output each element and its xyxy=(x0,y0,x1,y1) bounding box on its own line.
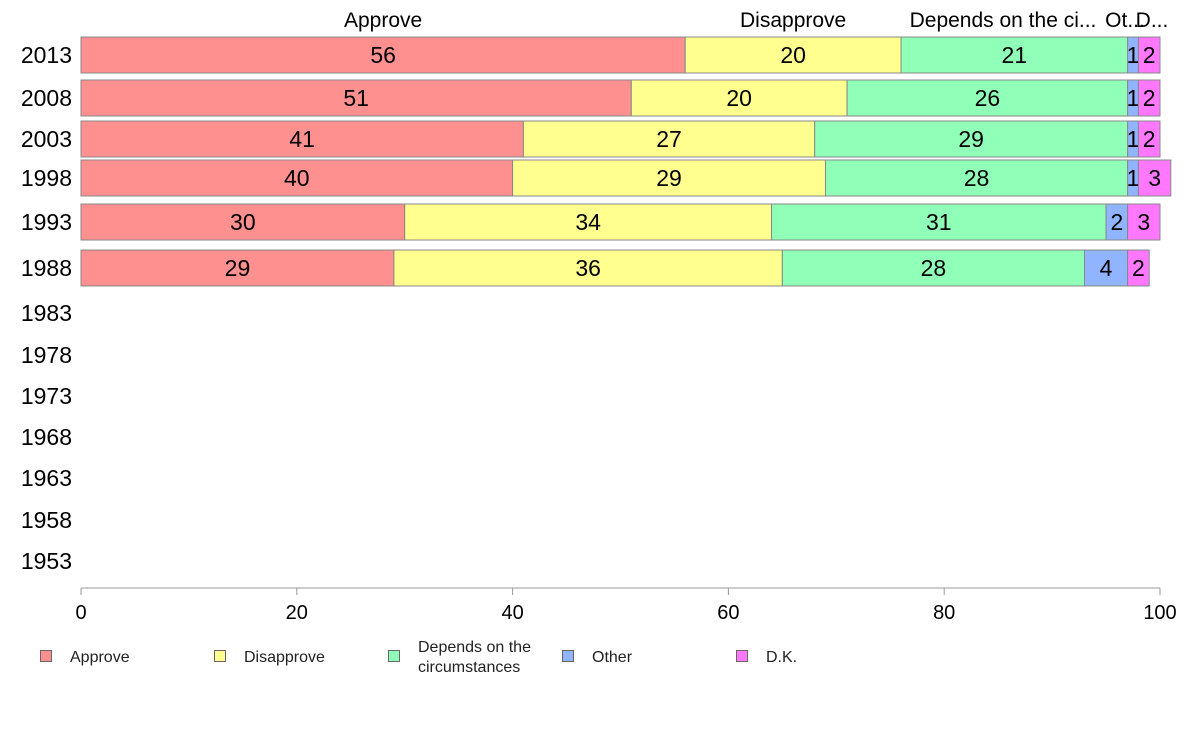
bar-value-label: 2 xyxy=(1143,42,1156,68)
year-label: 1968 xyxy=(21,424,72,450)
year-label: 1973 xyxy=(21,383,72,409)
year-label: 2003 xyxy=(21,126,72,152)
column-headers: Approve Disapprove Depends on the ci... Ot.… xyxy=(344,9,1168,32)
y-axis-labels: 2013 2008 2003 1998 1993 1988 1983 1978 1973 1968… xyxy=(21,42,72,574)
bar-segment xyxy=(814,120,1129,158)
bar-segment xyxy=(80,120,524,158)
x-tick-label: 0 xyxy=(75,602,86,624)
x-tick-label: 100 xyxy=(1143,602,1176,624)
bar-value-label: 20 xyxy=(780,42,806,68)
x-axis: 0 20 40 60 80 100 xyxy=(75,587,1177,624)
bar-value-label: 28 xyxy=(921,255,947,281)
legend-swatch-disapprove xyxy=(214,650,226,662)
bar-segment xyxy=(771,203,1107,241)
bar-segment xyxy=(825,159,1129,197)
bar-segment xyxy=(846,79,1129,117)
bar-segment xyxy=(80,203,406,241)
bar-value-label: 27 xyxy=(656,126,682,152)
year-label: 1993 xyxy=(21,209,72,235)
bar-value-label: 34 xyxy=(575,209,601,235)
bar-segment xyxy=(1127,203,1161,241)
legend-label-other: Other xyxy=(592,649,633,666)
bar-value-label: 2 xyxy=(1132,255,1145,281)
bar-segment xyxy=(404,203,773,241)
bar-segment xyxy=(1127,249,1150,287)
bar-value-label: 40 xyxy=(284,165,310,191)
bar-value-label: 1 xyxy=(1127,42,1140,68)
legend-label-approve: Approve xyxy=(70,649,130,666)
bar-segment xyxy=(630,79,848,117)
column-header-label: Ot... xyxy=(1105,9,1145,32)
legend-label-depends: Depends on the circumstances xyxy=(418,639,531,676)
bar-value-label: 2 xyxy=(1110,209,1123,235)
legend: Approve Disapprove Depends on the circum… xyxy=(0,636,1188,696)
bar-value-label: 29 xyxy=(958,126,984,152)
bar-value-label: 41 xyxy=(289,126,315,152)
bar-segment xyxy=(781,249,1085,287)
x-tick-label: 40 xyxy=(501,602,523,624)
year-label: 1953 xyxy=(21,548,72,574)
bar-segment xyxy=(80,159,514,197)
bar-value-label: 3 xyxy=(1137,209,1150,235)
column-header-label: Approve xyxy=(344,9,422,32)
bar-value-label: 20 xyxy=(726,85,752,111)
bar-segment xyxy=(1137,159,1172,197)
bar-value-label: 31 xyxy=(926,209,952,235)
year-label: 1983 xyxy=(21,300,72,326)
bar-value-label: 51 xyxy=(343,85,369,111)
bar-value-label: 29 xyxy=(656,165,682,191)
bar-value-label: 28 xyxy=(964,165,990,191)
legend-label-disapprove: Disapprove xyxy=(244,649,325,666)
legend-swatch-dk xyxy=(736,650,748,662)
bar-segment xyxy=(1137,36,1161,74)
bar-segment xyxy=(1137,120,1161,158)
bar-value-label: 3 xyxy=(1148,165,1161,191)
x-tick-label: 60 xyxy=(717,602,739,624)
bar-segment xyxy=(1137,79,1161,117)
bar-segment xyxy=(1083,249,1129,287)
bar-segment xyxy=(512,159,827,197)
bar-value-label: 30 xyxy=(230,209,256,235)
year-label: 1998 xyxy=(21,165,72,191)
bar-value-label: 1 xyxy=(1127,165,1140,191)
year-label: 2008 xyxy=(21,85,72,111)
legend-label-dk: D.K. xyxy=(766,649,798,666)
year-label: 1988 xyxy=(21,255,72,281)
legend-swatch-other xyxy=(562,650,574,662)
legend-swatch-approve xyxy=(40,650,52,662)
bar-value-label: 1 xyxy=(1127,126,1140,152)
x-tick-label: 20 xyxy=(286,602,308,624)
bar-value-label: 21 xyxy=(1002,42,1028,68)
bars: 56 20 21 1 251 20 26 1 241 27 29 1 240 29 28 1 330 34 31 2 3… xyxy=(80,36,1172,287)
bar-value-label: 1 xyxy=(1127,85,1140,111)
year-label: 1958 xyxy=(21,507,72,533)
bar-value-label: 56 xyxy=(370,42,396,68)
bar-segment xyxy=(684,36,902,74)
legend-swatch-depends xyxy=(388,650,400,662)
year-label: 1963 xyxy=(21,465,72,491)
year-label: 1978 xyxy=(21,342,72,368)
bar-value-label: 36 xyxy=(575,255,601,281)
column-header-label: Disapprove xyxy=(740,9,846,32)
bar-value-label: 26 xyxy=(975,85,1001,111)
x-tick-label: 80 xyxy=(933,602,955,624)
bar-value-label: 29 xyxy=(225,255,251,281)
column-header-label: Depends on the ci... xyxy=(910,9,1097,32)
bar-segment xyxy=(393,249,783,287)
bar-segment xyxy=(80,249,395,287)
column-header-label: D... xyxy=(1136,9,1169,32)
year-label: 2013 xyxy=(21,42,72,68)
bar-value-label: 2 xyxy=(1143,85,1156,111)
bar-value-label: 4 xyxy=(1100,255,1113,281)
bar-value-label: 2 xyxy=(1143,126,1156,152)
